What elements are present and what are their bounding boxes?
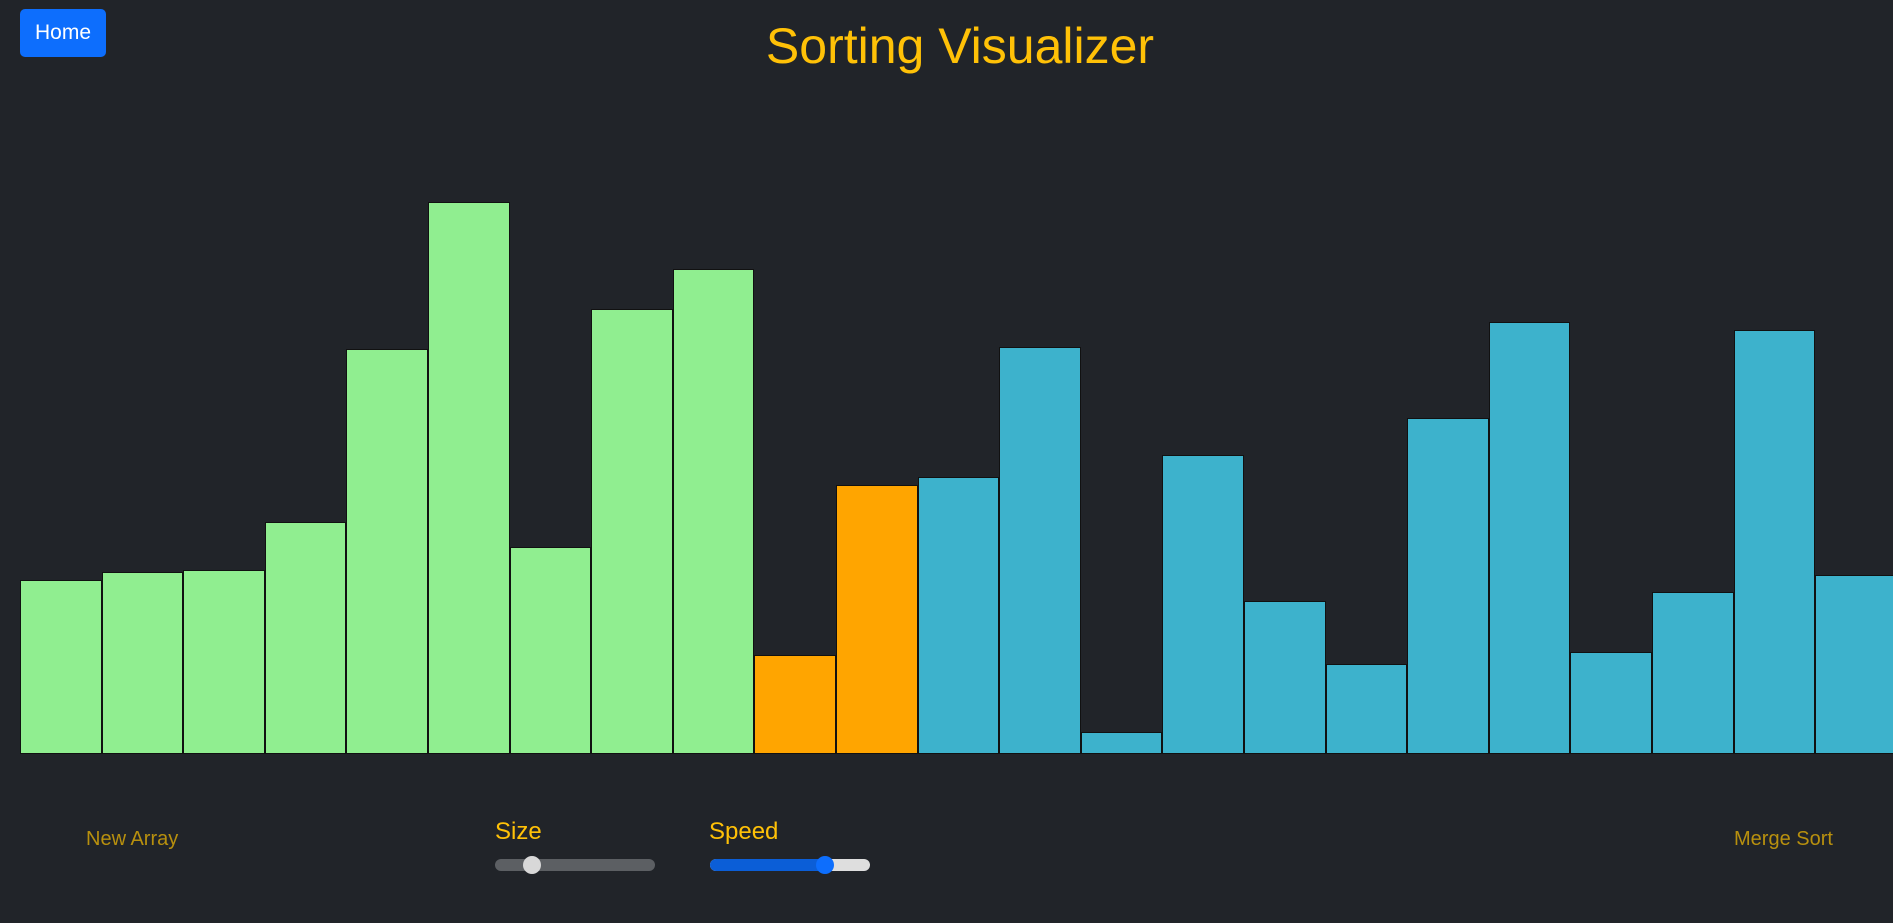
array-bar <box>1244 601 1326 754</box>
speed-slider-fill <box>710 859 826 871</box>
array-bar <box>1570 652 1652 754</box>
array-bar <box>1652 592 1734 754</box>
array-bar <box>509 547 592 754</box>
array-bar <box>591 309 673 754</box>
page-title: Sorting Visualizer <box>765 18 1155 74</box>
speed-slider-thumb[interactable] <box>816 856 835 874</box>
array-bar <box>917 477 1000 754</box>
size-slider[interactable] <box>495 856 655 874</box>
array-bar <box>672 269 755 754</box>
array-bar <box>101 572 184 754</box>
array-bar <box>1407 418 1489 754</box>
array-bar <box>1733 330 1816 754</box>
array-bar <box>1815 575 1893 754</box>
array-bar <box>428 202 510 754</box>
merge-sort-button[interactable]: Merge Sort <box>1734 828 1833 850</box>
array-bars <box>20 80 1893 754</box>
new-array-button[interactable]: New Array <box>86 828 179 850</box>
array-bar <box>1325 664 1408 754</box>
speed-label: Speed <box>709 818 779 845</box>
array-bar <box>754 655 836 754</box>
array-bar <box>836 485 918 754</box>
home-button[interactable]: Home <box>20 9 106 57</box>
size-slider-thumb[interactable] <box>522 856 541 874</box>
array-bar <box>1488 322 1571 754</box>
array-bar <box>183 570 265 754</box>
speed-slider[interactable] <box>710 856 870 874</box>
size-label: Size <box>495 818 542 845</box>
array-bar <box>999 347 1081 754</box>
array-bar <box>264 522 347 754</box>
array-bar <box>1162 455 1244 754</box>
array-bar <box>20 580 102 754</box>
array-bar <box>1080 732 1163 754</box>
array-bar <box>346 349 428 754</box>
